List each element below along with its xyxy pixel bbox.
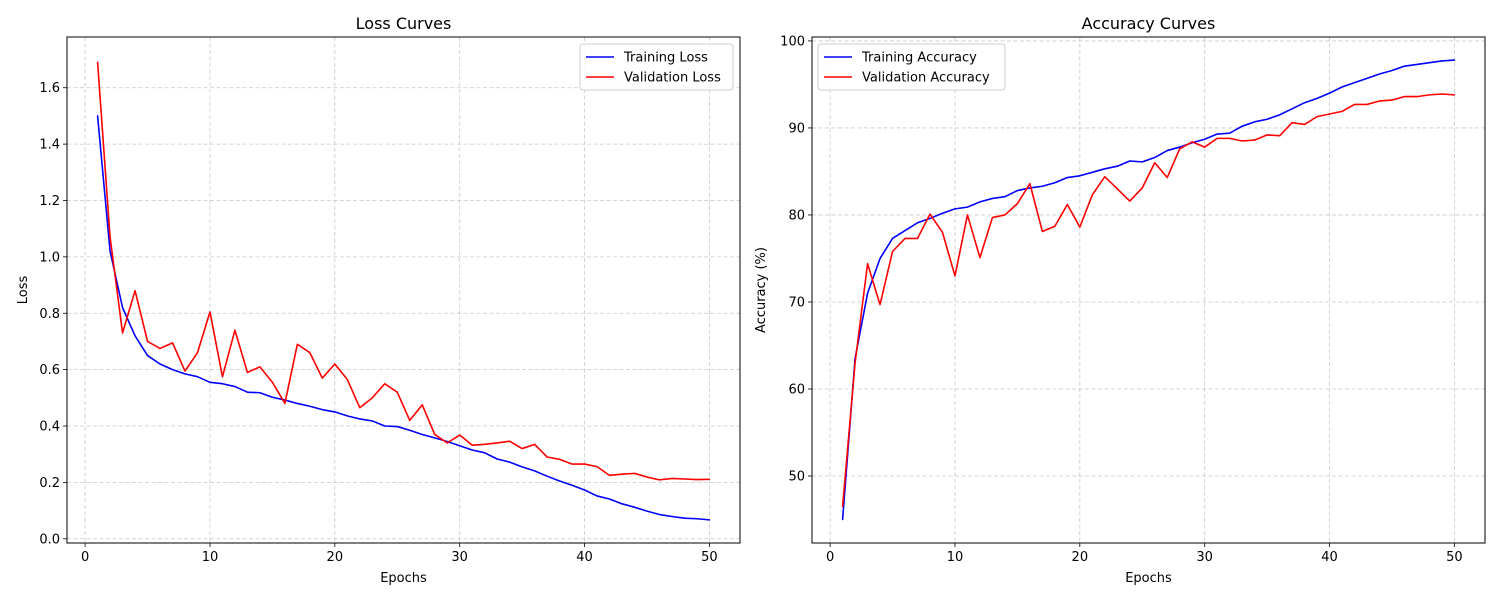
loss-y-tick-label: 0.8 xyxy=(39,307,60,322)
accuracy-grid xyxy=(812,37,1485,543)
accuracy-chart: 0 10 20 30 40 50 50 60 70 80 90 100 Accuracy Curves… xyxy=(754,14,1486,586)
loss-y-tick-label: 1.4 xyxy=(39,138,60,153)
accuracy-x-tick-label: 30 xyxy=(1196,550,1213,565)
accuracy-x-tick-label: 10 xyxy=(947,550,964,565)
accuracy-y-axis-label: Accuracy (%) xyxy=(754,247,769,333)
loss-legend: Training Loss Validation Loss xyxy=(579,43,734,91)
accuracy-y-tick-label: 50 xyxy=(788,469,805,484)
accuracy-legend-label-validation: Validation Accuracy xyxy=(862,71,990,86)
accuracy-legend-label-training: Training Accuracy xyxy=(861,51,977,66)
accuracy-series-line-training xyxy=(841,59,1456,521)
loss-y-tick-label: 0.2 xyxy=(39,476,60,491)
accuracy-x-tick-label: 50 xyxy=(1446,550,1463,565)
accuracy-x-tick-label: 20 xyxy=(1072,550,1089,565)
accuracy-axes-frame xyxy=(811,36,1486,544)
loss-y-tick-label: 1.6 xyxy=(39,81,60,96)
loss-y-tick-label: 1.2 xyxy=(39,194,60,209)
loss-chart-title: Loss Curves xyxy=(356,14,452,33)
accuracy-ticks: 0 10 20 30 40 50 50 60 70 80 90 100 xyxy=(780,34,1463,565)
accuracy-y-tick-label: 90 xyxy=(788,121,805,136)
loss-legend-label-training: Training Loss xyxy=(623,51,708,66)
loss-x-tick-label: 0 xyxy=(81,550,89,565)
loss-plot-area xyxy=(67,37,740,543)
loss-series xyxy=(96,61,711,521)
loss-x-tick-label: 20 xyxy=(327,550,344,565)
loss-legend-box xyxy=(579,43,734,91)
accuracy-x-tick-label: 40 xyxy=(1321,550,1338,565)
accuracy-series-line-validation xyxy=(841,93,1456,508)
accuracy-y-tick-label: 60 xyxy=(788,382,805,397)
loss-x-axis-label: Epochs xyxy=(380,571,427,586)
accuracy-series xyxy=(841,59,1456,521)
loss-y-tick-label: 0.4 xyxy=(39,420,60,435)
accuracy-y-tick-label: 80 xyxy=(788,208,805,223)
accuracy-plot-area xyxy=(812,37,1485,543)
accuracy-x-axis-label: Epochs xyxy=(1125,571,1172,586)
loss-y-tick-label: 0.6 xyxy=(39,363,60,378)
accuracy-x-tick-label: 0 xyxy=(826,550,834,565)
accuracy-y-tick-label: 70 xyxy=(788,295,805,310)
loss-axes-frame xyxy=(66,36,741,544)
loss-series-line-training xyxy=(96,115,711,521)
loss-y-tick-label: 0.0 xyxy=(39,532,60,547)
loss-x-tick-label: 40 xyxy=(576,550,593,565)
loss-series-line-validation xyxy=(96,61,711,481)
accuracy-y-tick-label: 100 xyxy=(780,34,805,49)
loss-y-tick-label: 1.0 xyxy=(39,250,60,265)
loss-chart: 0 10 20 30 40 50 0.0 0.2 0.4 0.6 0.8 1.0 1.2 1.4 1.6 L… xyxy=(16,14,741,586)
loss-grid xyxy=(67,37,740,543)
accuracy-legend: Training Accuracy Validation Accuracy xyxy=(817,43,1006,91)
accuracy-chart-title: Accuracy Curves xyxy=(1082,14,1216,33)
loss-x-tick-label: 50 xyxy=(701,550,718,565)
loss-x-tick-label: 10 xyxy=(202,550,219,565)
loss-x-tick-label: 30 xyxy=(451,550,468,565)
accuracy-legend-box xyxy=(817,43,1006,91)
loss-legend-label-validation: Validation Loss xyxy=(624,71,721,86)
loss-ticks: 0 10 20 30 40 50 0.0 0.2 0.4 0.6 0.8 1.0 1.2 1.4 1.6 xyxy=(39,81,717,565)
loss-y-axis-label: Loss xyxy=(16,276,31,305)
